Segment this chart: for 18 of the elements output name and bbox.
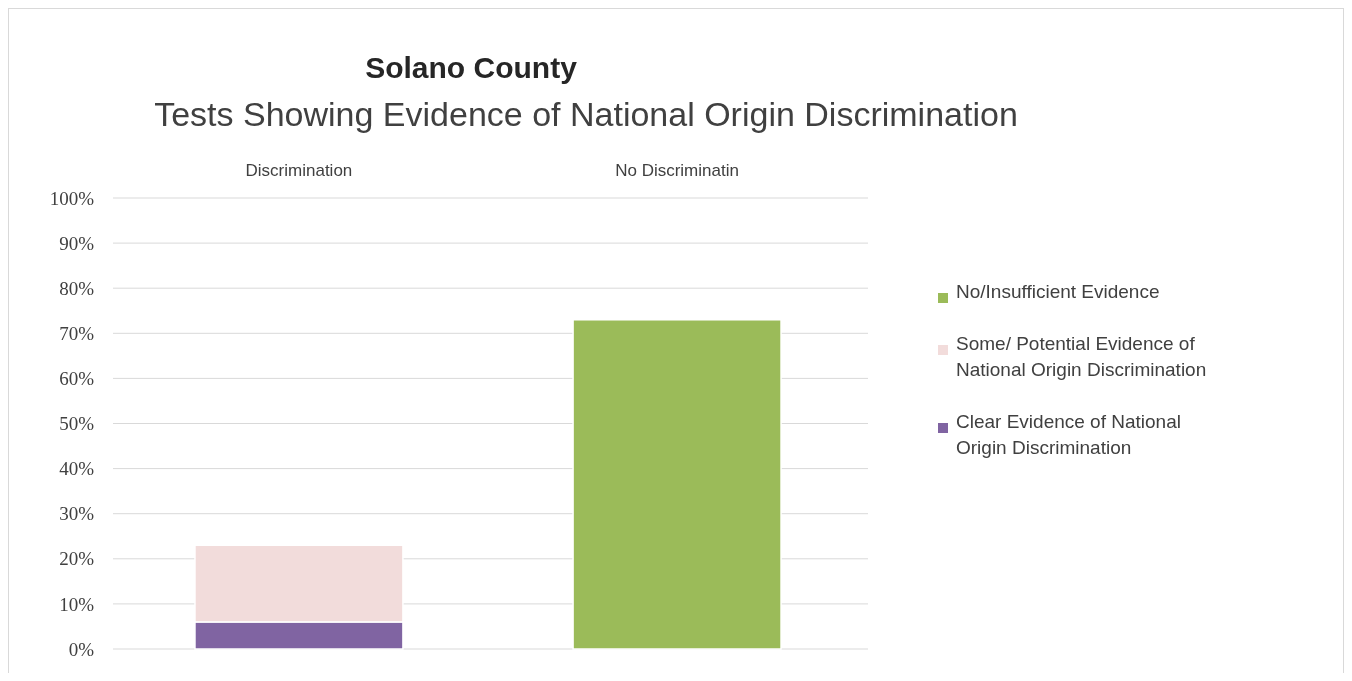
y-tick-label: 0% [68,638,95,660]
x-tick-label: No Discriminatin [615,161,739,180]
y-tick-label: 30% [59,503,95,525]
chart-subtitle: Tests Showing Evidence of National Origin Discrimination [154,95,1018,133]
y-tick-label: 90% [59,232,95,254]
legend-label: No/Insufficient Evidence [956,281,1160,302]
y-tick-label: 40% [59,458,95,480]
y-tick-label: 80% [59,277,95,299]
legend-label: Clear Evidence of National Origin Discrimination [956,411,1181,458]
y-tick-label: 10% [59,593,95,615]
chart-title: Solano County [365,51,578,84]
y-tick-label: 50% [59,413,95,435]
y-tick-label: 60% [59,368,95,390]
legend-label: Some/ Potential Evidence of National Origin Discrimination [956,333,1207,380]
y-tick-label: 20% [59,548,95,570]
x-tick-label: Discrimination [245,161,353,180]
y-tick-label: 70% [59,322,95,344]
y-tick-label: 100% [49,187,95,209]
